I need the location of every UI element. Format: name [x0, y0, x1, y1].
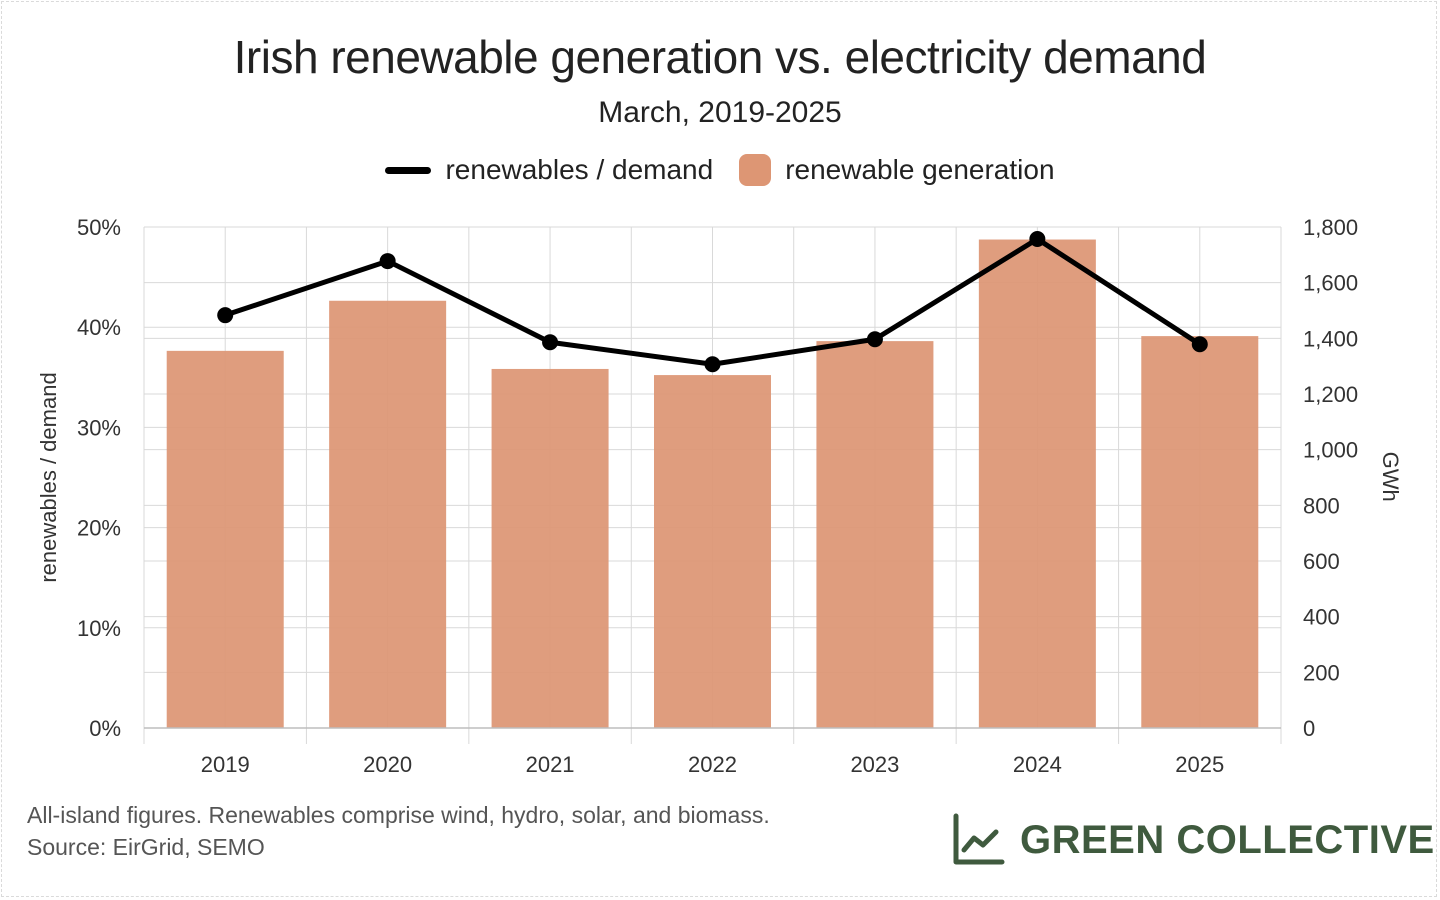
legend-line-label: renewables / demand	[445, 154, 714, 185]
ratio-point-2022	[704, 356, 721, 373]
ratio-point-2019	[217, 307, 234, 324]
bar-2022	[654, 375, 771, 728]
y-left-tick-label: 50%	[77, 215, 121, 240]
bar-2021	[491, 368, 609, 728]
y-right-tick-label: 0	[1303, 716, 1315, 741]
y-right-tick-label: 200	[1303, 660, 1340, 685]
legend-item-bar[interactable]: renewable generation	[739, 154, 1055, 186]
footnote: All-island figures. Renewables comprise …	[27, 802, 770, 828]
x-tick-label: 2025	[1175, 752, 1224, 777]
axis-layer: 0% 10% 20% 30% 40% 50% 0 200 400 600 800 1,000 1,200…	[36, 215, 1403, 777]
brand-logo: GREEN COLLECTIVE	[950, 812, 1435, 868]
line-layer	[217, 231, 1208, 373]
chart-subtitle: March, 2019-2025	[598, 96, 842, 129]
x-tick-label: 2022	[688, 752, 737, 777]
bar-2025	[1141, 336, 1259, 728]
legend-line-marker	[385, 166, 432, 174]
chart-title: Irish renewable generation vs. electrici…	[233, 31, 1207, 83]
x-tick-label: 2020	[363, 752, 412, 777]
bar-2019	[166, 350, 284, 728]
y-left-axis-title: renewables / demand	[36, 372, 61, 582]
x-tick-label: 2021	[526, 752, 575, 777]
chart-legend: renewables / demand renewable generation	[0, 154, 1440, 186]
x-tick-label: 2023	[850, 752, 899, 777]
legend-bar-label: renewable generation	[785, 154, 1055, 185]
y-left-tick-label: 20%	[77, 516, 121, 541]
chart-notes: All-island figures. Renewables comprise …	[27, 799, 770, 863]
y-right-tick-label: 1,400	[1303, 326, 1358, 351]
x-tick-label: 2019	[201, 752, 250, 777]
bar-2024	[978, 239, 1096, 728]
y-right-tick-label: 1,200	[1303, 382, 1358, 407]
y-right-tick-label: 1,800	[1303, 215, 1358, 240]
y-right-tick-label: 600	[1303, 549, 1340, 574]
y-right-tick-label: 400	[1303, 605, 1340, 630]
brand-name: GREEN COLLECTIVE	[1020, 817, 1435, 862]
bar-2023	[816, 341, 934, 728]
ratio-point-2024	[1029, 231, 1046, 248]
ratio-point-2025	[1191, 336, 1208, 353]
legend-item-line[interactable]: renewables / demand	[385, 154, 713, 186]
y-left-tick-label: 40%	[77, 315, 121, 340]
y-left-tick-label: 0%	[89, 716, 121, 741]
bar-2020	[329, 300, 447, 728]
y-right-tick-label: 1,600	[1303, 271, 1358, 296]
line-chart-icon	[953, 813, 1005, 865]
bar-layer	[166, 239, 1259, 728]
ratio-point-2023	[866, 331, 883, 348]
legend-bar-swatch	[739, 154, 772, 186]
ratio-point-2020	[379, 253, 396, 270]
source-note: Source: EirGrid, SEMO	[27, 834, 265, 860]
x-tick-label: 2024	[1013, 752, 1062, 777]
ratio-point-2021	[542, 334, 559, 351]
y-right-tick-label: 800	[1303, 493, 1340, 518]
y-right-tick-label: 1,000	[1303, 438, 1358, 463]
y-left-tick-label: 30%	[77, 415, 121, 440]
y-right-axis-title: GWh	[1378, 452, 1403, 502]
y-left-tick-label: 10%	[77, 616, 121, 641]
